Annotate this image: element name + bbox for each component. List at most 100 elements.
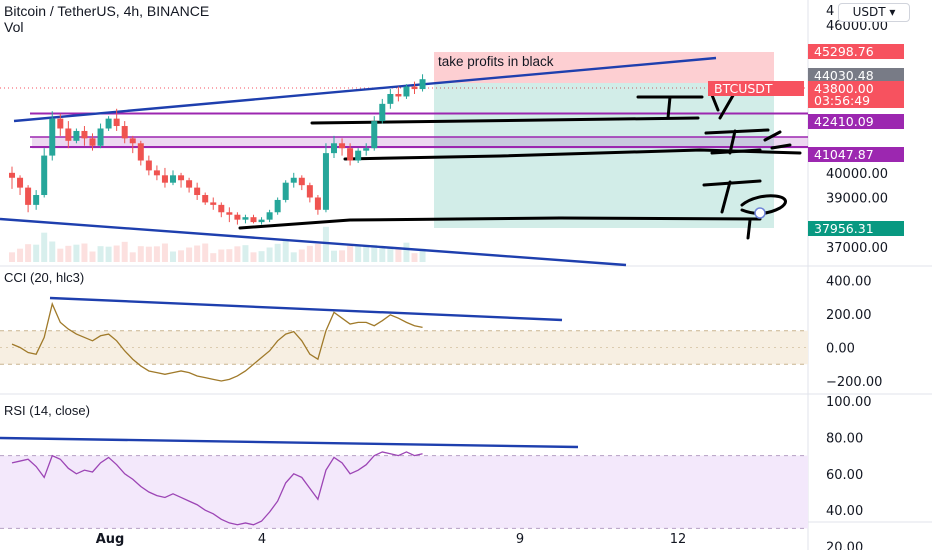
candle-body bbox=[145, 160, 152, 171]
candle-body bbox=[49, 118, 56, 156]
rsi-tick-label: 40.00 bbox=[826, 504, 863, 519]
candle-body bbox=[339, 143, 346, 149]
rsi-title: RSI (14, close) bbox=[4, 403, 90, 418]
candle-body bbox=[153, 170, 160, 176]
candle-body bbox=[202, 195, 209, 203]
candle-body bbox=[9, 172, 15, 178]
currency-label: USDT bbox=[852, 5, 886, 19]
volume-bar bbox=[65, 245, 72, 262]
candle-body bbox=[403, 86, 410, 97]
volume-bar bbox=[121, 241, 128, 262]
volume-bar bbox=[266, 247, 273, 262]
price-tag: 37956.31 bbox=[808, 221, 904, 236]
cci-trendline bbox=[49, 296, 563, 322]
candle-body bbox=[411, 86, 418, 90]
handwritten-mark bbox=[636, 90, 737, 120]
volume-bar bbox=[322, 226, 329, 262]
price-tick-label: 4 bbox=[826, 4, 834, 19]
currency-selector[interactable]: USDT ▾ bbox=[838, 3, 910, 22]
price-tag: 42410.09 bbox=[808, 114, 904, 129]
volume-bar bbox=[186, 247, 193, 262]
indicator-layer: CCI (20, hlc3) RSI (14, close) bbox=[4, 270, 423, 526]
volume-bar bbox=[234, 246, 241, 262]
volume-bar bbox=[89, 251, 96, 262]
volume-bar bbox=[178, 250, 185, 262]
price-tag: 45298.76 bbox=[808, 44, 904, 59]
volume-bar bbox=[73, 244, 80, 262]
volume-label[interactable]: Vol bbox=[4, 19, 24, 35]
candle-body bbox=[282, 182, 289, 200]
countdown-tag: 03:56:49 bbox=[808, 93, 904, 108]
volume-bar bbox=[226, 249, 233, 262]
candle-body bbox=[170, 175, 176, 183]
handwritten-mark bbox=[704, 128, 792, 155]
candle-body bbox=[331, 143, 337, 154]
volume-bar bbox=[210, 253, 217, 262]
drawing-handle bbox=[754, 207, 766, 219]
candle-body bbox=[314, 197, 321, 210]
price-tick-label: 40000.00 bbox=[826, 167, 888, 182]
volume-bar bbox=[202, 243, 209, 262]
rsi-trendline bbox=[0, 436, 579, 449]
candle-body bbox=[371, 121, 378, 149]
candle-body bbox=[347, 148, 354, 161]
volume-bar bbox=[161, 243, 168, 262]
time-tick-label: 4 bbox=[258, 532, 266, 547]
volume-bar bbox=[314, 243, 321, 262]
volume-bar bbox=[113, 245, 120, 262]
volume-bar bbox=[137, 246, 144, 262]
symbol-title[interactable]: Bitcoin / TetherUS, 4h, BINANCE bbox=[4, 3, 210, 19]
volume-bar bbox=[282, 240, 289, 262]
candle-body bbox=[379, 103, 386, 122]
candle-body bbox=[161, 175, 168, 183]
cci-line bbox=[11, 301, 423, 382]
candle-body bbox=[113, 118, 120, 127]
volume-bar bbox=[17, 248, 24, 262]
price-tag: 43800.00 bbox=[808, 81, 904, 96]
volume-bar bbox=[41, 232, 48, 262]
candle-body bbox=[25, 187, 32, 205]
candle-body bbox=[322, 153, 329, 210]
price-tick-label: 37000.00 bbox=[826, 241, 888, 256]
candle-body bbox=[395, 93, 402, 97]
candle-body bbox=[105, 118, 112, 129]
candle-body bbox=[387, 93, 394, 104]
time-tick-label: 9 bbox=[516, 532, 524, 547]
rsi-band bbox=[0, 455, 808, 529]
volume-bar bbox=[355, 244, 362, 262]
volume-bar bbox=[25, 244, 32, 262]
candle-body bbox=[218, 204, 225, 213]
candle-body bbox=[242, 217, 249, 220]
volume-bar bbox=[145, 246, 152, 262]
volume-bar bbox=[153, 246, 160, 262]
symbol-price-tag: BTCUSDT bbox=[708, 81, 804, 96]
cci-tick-label: 400.00 bbox=[826, 275, 872, 290]
volume-bar bbox=[97, 246, 104, 262]
price-tick-label: 39000.00 bbox=[826, 191, 888, 206]
cci-tick-label: 0.00 bbox=[826, 342, 855, 357]
candle-body bbox=[186, 180, 193, 188]
candle-body bbox=[194, 187, 201, 196]
handwritten-mark bbox=[702, 179, 787, 240]
candle-body bbox=[298, 177, 305, 186]
volume-bar bbox=[298, 249, 305, 262]
range-highlight bbox=[32, 136, 808, 149]
candle-body bbox=[250, 217, 257, 223]
time-tick-label: Aug bbox=[96, 532, 125, 547]
volume-bar bbox=[371, 244, 378, 262]
volume-bar bbox=[403, 242, 410, 262]
annotation-text: take profits in black bbox=[438, 54, 554, 69]
volume-bar bbox=[57, 248, 64, 262]
price-tick-label: 46000.00 bbox=[826, 19, 888, 34]
candle-body bbox=[65, 128, 72, 141]
candle-body bbox=[81, 130, 88, 139]
volume-bar bbox=[242, 245, 249, 262]
upper-trendline bbox=[13, 56, 717, 123]
candle-body bbox=[266, 212, 273, 220]
volume-bar bbox=[9, 252, 15, 262]
candle-body bbox=[121, 126, 128, 139]
candle-body bbox=[89, 138, 96, 146]
candle-body bbox=[290, 177, 297, 183]
volume-bar bbox=[81, 243, 88, 262]
cci-title: CCI (20, hlc3) bbox=[4, 270, 84, 285]
